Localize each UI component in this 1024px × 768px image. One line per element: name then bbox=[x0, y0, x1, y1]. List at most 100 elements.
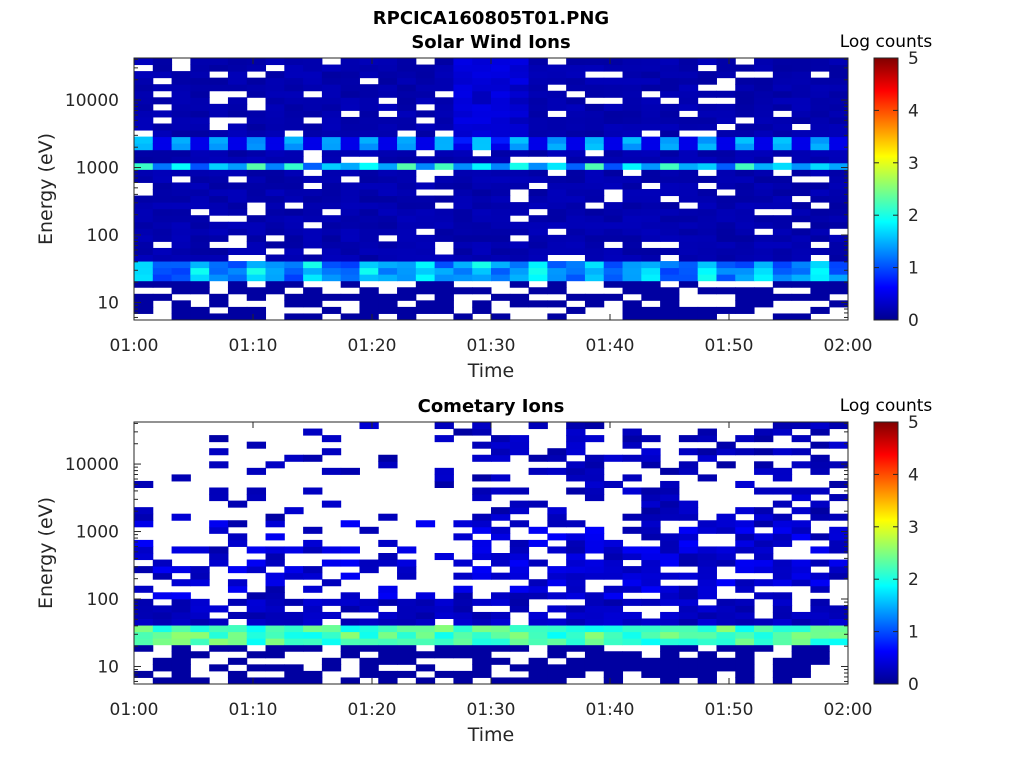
heatmap-cell bbox=[810, 156, 830, 164]
heatmap-cell bbox=[265, 585, 285, 593]
heatmap-cell bbox=[509, 638, 530, 646]
heatmap-cell bbox=[603, 618, 624, 626]
heatmap-cell bbox=[453, 64, 473, 72]
heatmap-cell bbox=[716, 448, 736, 456]
heatmap-cell bbox=[622, 546, 642, 554]
heatmap-cell bbox=[434, 480, 454, 488]
heatmap-cell bbox=[566, 77, 586, 85]
heatmap-cell bbox=[472, 189, 492, 197]
heatmap-cell bbox=[622, 585, 642, 593]
heatmap-cell bbox=[453, 228, 473, 236]
heatmap-cell bbox=[378, 585, 398, 593]
heatmap-cell bbox=[284, 84, 304, 92]
heatmap-cell bbox=[397, 559, 417, 567]
heatmap-cell bbox=[566, 487, 586, 495]
heatmap-cell bbox=[209, 300, 229, 308]
heatmap-cell bbox=[697, 474, 717, 482]
heatmap-cell bbox=[359, 566, 379, 574]
heatmap-cell bbox=[829, 241, 848, 249]
heatmap-cell bbox=[472, 274, 492, 282]
heatmap-cell bbox=[528, 228, 548, 236]
heatmap-cell bbox=[190, 651, 210, 659]
heatmap-cell bbox=[772, 520, 793, 528]
heatmap-cell bbox=[359, 618, 379, 626]
heatmap-cell bbox=[509, 625, 530, 633]
heatmap-cell bbox=[378, 625, 398, 633]
heatmap-cell bbox=[735, 274, 755, 282]
heatmap-cell bbox=[434, 110, 454, 118]
heatmap-cell bbox=[509, 143, 530, 151]
heatmap-cell bbox=[171, 169, 191, 177]
heatmap-cell bbox=[810, 500, 830, 508]
heatmap-cell bbox=[453, 189, 473, 197]
heatmap-cell bbox=[697, 287, 717, 295]
heatmap-cell bbox=[603, 58, 624, 66]
heatmap-cell bbox=[509, 162, 530, 170]
heatmap-cell bbox=[134, 208, 154, 216]
heatmap-cell bbox=[378, 64, 398, 72]
heatmap-cell bbox=[622, 215, 642, 223]
heatmap-cell bbox=[566, 202, 586, 210]
heatmap-cell bbox=[397, 123, 417, 131]
heatmap-cell bbox=[641, 313, 661, 320]
heatmap-cell bbox=[340, 90, 360, 98]
heatmap-cell bbox=[397, 149, 417, 157]
heatmap-cell bbox=[716, 605, 736, 613]
heatmap-cell bbox=[171, 546, 191, 554]
heatmap-cell bbox=[171, 156, 191, 164]
heatmap-cell bbox=[453, 97, 473, 105]
heatmap-cell bbox=[678, 605, 699, 613]
heatmap-cell bbox=[303, 123, 323, 131]
heatmap-cell bbox=[509, 64, 530, 72]
heatmap-cell bbox=[641, 520, 661, 528]
heatmap-cell bbox=[397, 162, 417, 170]
heatmap-cell bbox=[735, 448, 755, 456]
heatmap-cell bbox=[754, 520, 774, 528]
heatmap-cell bbox=[190, 611, 210, 619]
heatmap-cell bbox=[566, 585, 586, 593]
heatmap-cell bbox=[190, 566, 210, 574]
heatmap-cell bbox=[716, 103, 736, 111]
heatmap-cell bbox=[190, 618, 210, 626]
heatmap-cell bbox=[735, 77, 755, 85]
heatmap-cell bbox=[472, 474, 492, 482]
heatmap-cell bbox=[528, 454, 548, 462]
heatmap-cell bbox=[321, 156, 342, 164]
heatmap-cell bbox=[415, 638, 436, 646]
heatmap-cell bbox=[434, 149, 454, 157]
heatmap-cell bbox=[566, 306, 586, 314]
heatmap-cell bbox=[415, 287, 436, 295]
heatmap-cell bbox=[528, 618, 548, 626]
heatmap-cell bbox=[603, 215, 624, 223]
heatmap-cell bbox=[603, 670, 624, 678]
heatmap-cell bbox=[321, 221, 342, 229]
heatmap-cell bbox=[584, 182, 605, 190]
heatmap-cell bbox=[190, 598, 210, 606]
heatmap-cell bbox=[265, 513, 285, 521]
heatmap-cell bbox=[584, 64, 605, 72]
heatmap-cell bbox=[716, 110, 736, 118]
heatmap-cell bbox=[829, 254, 848, 262]
heatmap-cell bbox=[697, 71, 717, 79]
x-axis-label: Time bbox=[467, 360, 515, 382]
heatmap-cell bbox=[772, 422, 793, 430]
heatmap-cell bbox=[566, 123, 586, 131]
heatmap-cell bbox=[754, 293, 774, 301]
heatmap-cell bbox=[603, 221, 624, 229]
heatmap-cell bbox=[321, 77, 342, 85]
y-axis-label: Energy (eV) bbox=[35, 133, 57, 245]
heatmap-cell bbox=[829, 559, 848, 567]
heatmap-cell bbox=[472, 300, 492, 308]
heatmap-cell bbox=[509, 110, 530, 118]
heatmap-cell bbox=[190, 280, 210, 288]
heatmap-cell bbox=[171, 247, 191, 255]
heatmap-cell bbox=[397, 638, 417, 646]
heatmap-cell bbox=[622, 58, 642, 66]
heatmap-cell bbox=[227, 579, 248, 587]
heatmap-cell bbox=[566, 559, 586, 567]
heatmap-cell bbox=[246, 287, 267, 295]
heatmap-cell bbox=[810, 64, 830, 72]
heatmap-cell bbox=[566, 64, 586, 72]
heatmap-cell bbox=[152, 143, 173, 151]
heatmap-cell bbox=[622, 657, 642, 665]
